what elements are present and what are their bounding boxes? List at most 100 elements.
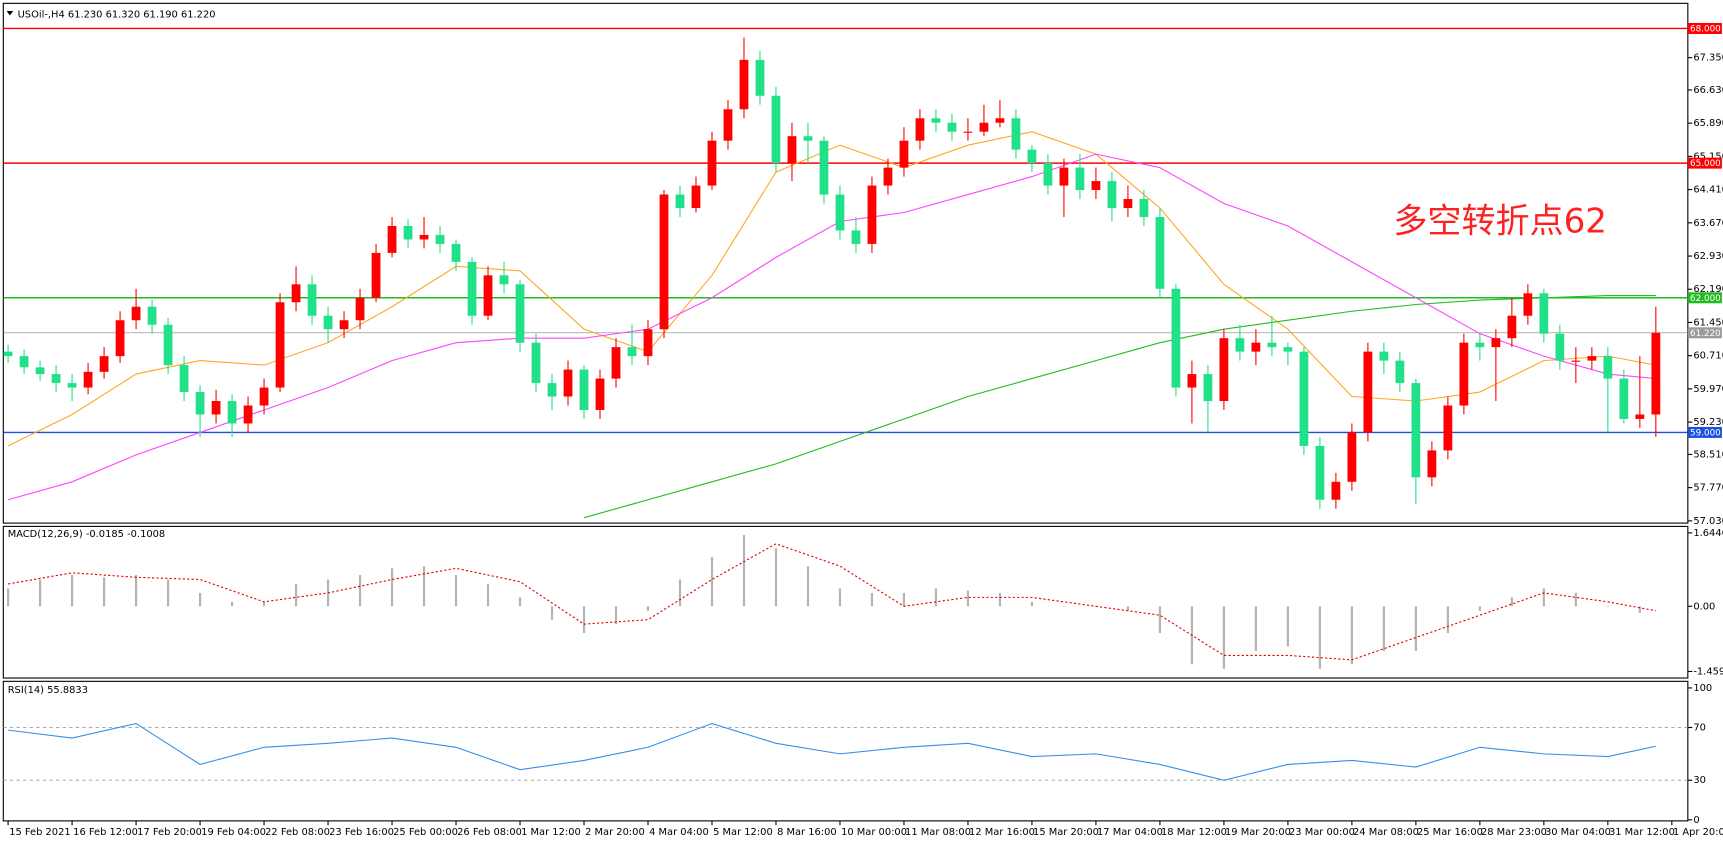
level-tag	[1687, 292, 1722, 304]
candle-body	[323, 315, 333, 330]
candle-body	[131, 306, 141, 321]
y-tick-label: 63.670	[1693, 218, 1723, 229]
level-tag	[1687, 22, 1722, 34]
candle-body	[1315, 445, 1325, 500]
candle-body	[1555, 333, 1565, 361]
candle-body	[1235, 338, 1245, 352]
candle-body	[451, 243, 461, 262]
macd-bar	[486, 583, 490, 607]
candle-body	[259, 387, 269, 406]
y-tick-label: 58.510	[1693, 449, 1723, 460]
candle-body	[67, 383, 77, 388]
axes: 57.030 57.770 58.510 59.230 59.970 60.710 61.4…	[7, 22, 1723, 838]
macd-bar	[1414, 606, 1417, 651]
candle-body	[1171, 288, 1181, 388]
x-tick-label: 2 Mar 20:00	[585, 827, 645, 838]
candle-body	[243, 405, 253, 424]
x-tick-label: 19 Mar 20:00	[1225, 827, 1291, 838]
candle-body	[1507, 315, 1517, 339]
candle-body	[1491, 338, 1501, 348]
candle-body	[643, 329, 653, 357]
x-tick-label: 12 Mar 16:00	[969, 827, 1035, 838]
macd-plot	[6, 534, 1656, 669]
y-tick-label: 30	[1693, 775, 1706, 786]
macd-bar	[902, 592, 906, 607]
y-tick-label: 70	[1693, 722, 1706, 733]
candle-body	[275, 302, 285, 388]
candle-body	[627, 347, 637, 357]
candle-body	[739, 59, 749, 110]
moving-average	[583, 294, 1656, 519]
macd-bar	[806, 566, 810, 607]
macd-bar	[1606, 606, 1609, 607]
macd-bar	[1222, 606, 1226, 669]
y-tick-label: 59.230	[1693, 417, 1723, 428]
candle-body	[867, 185, 877, 244]
candle-body	[915, 118, 925, 141]
macd-bar	[1286, 606, 1289, 647]
macd-bar	[6, 588, 10, 607]
x-tick-label: 5 Mar 12:00	[713, 827, 773, 838]
candle-body	[1139, 199, 1149, 217]
candle-body	[1459, 342, 1469, 406]
y-tick-label: 67.350	[1693, 53, 1723, 64]
x-tick-label: 4 Mar 04:00	[649, 827, 709, 838]
x-tick-label: 26 Feb 08:00	[457, 827, 522, 838]
candle-body	[819, 140, 829, 195]
rsi-panel	[2, 680, 1689, 822]
candle-body	[1539, 293, 1549, 334]
macd-bar	[1126, 606, 1130, 611]
candle-body	[387, 225, 397, 253]
candle-body	[787, 136, 797, 164]
level-label: 59.000	[1690, 428, 1721, 438]
candle-body	[1011, 118, 1021, 150]
menu-arrow[interactable]	[6, 11, 14, 16]
candle-body	[595, 378, 605, 410]
macd-bar	[1510, 597, 1513, 607]
macd-header: MACD(12,26,9) -0.0185 -0.1008	[8, 529, 166, 540]
candle-body	[227, 401, 237, 424]
candle-body	[531, 342, 541, 384]
candle-body	[755, 59, 765, 96]
macd-bar	[1542, 588, 1545, 607]
candle-body	[675, 194, 685, 209]
candle-body	[659, 194, 669, 330]
candle-body	[1123, 199, 1133, 209]
candle-body	[963, 131, 973, 133]
macd-bar	[614, 606, 618, 625]
macd-bar	[646, 606, 650, 611]
x-tick-label: 28 Mar 23:00	[1481, 827, 1547, 838]
y-tick-label: 57.770	[1693, 483, 1723, 494]
macd-bar	[1158, 606, 1162, 634]
candle-body	[1155, 216, 1165, 289]
annotation: 多空转折点62	[1393, 202, 1607, 242]
candle-body	[547, 383, 557, 397]
price-plot	[3, 27, 1688, 519]
candle-body	[499, 275, 509, 285]
candle-body	[435, 234, 445, 244]
level-label: 61.220	[1690, 329, 1721, 339]
candle-body	[1523, 293, 1533, 316]
candle-body	[1107, 181, 1117, 209]
x-tick-label: 23 Feb 16:00	[329, 827, 394, 838]
x-tick-label: 15 Mar 20:00	[1033, 827, 1099, 838]
candle-body	[1443, 405, 1453, 451]
candle-body	[563, 369, 573, 397]
candle-body	[931, 118, 941, 123]
x-tick-label: 11 Mar 08:00	[905, 827, 971, 838]
candle-body	[1027, 149, 1037, 164]
candle-body	[899, 140, 909, 168]
macd-bar	[1478, 606, 1481, 611]
macd-bar	[230, 601, 234, 607]
candle-body	[1219, 338, 1229, 402]
candle-body	[995, 118, 1005, 123]
macd-bar	[1574, 592, 1577, 607]
candle-body	[1571, 360, 1581, 362]
candle-body	[1091, 181, 1101, 191]
x-tick-label: 17 Mar 04:00	[1097, 827, 1163, 838]
candle-body	[1411, 383, 1421, 478]
x-tick-label: 18 Mar 12:00	[1161, 827, 1227, 838]
candle-body	[1251, 342, 1261, 352]
